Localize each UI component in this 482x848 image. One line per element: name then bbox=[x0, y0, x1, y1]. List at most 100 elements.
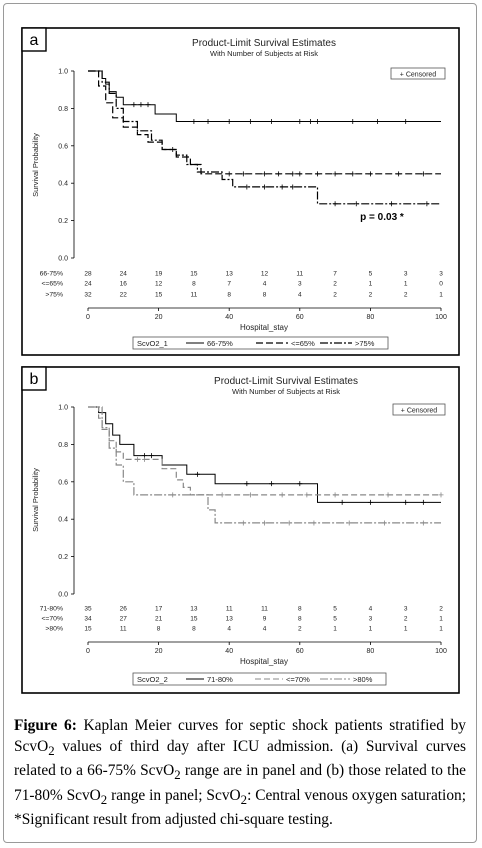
panel-a-series-3-censor-mark bbox=[389, 201, 395, 207]
panel-b-risk-cell: 35 bbox=[84, 606, 92, 613]
caption-figure-label: Figure 6: bbox=[14, 717, 77, 734]
panel-a-series-2-censor-mark bbox=[350, 171, 356, 177]
caption-line-3-sub: 2 bbox=[174, 768, 181, 783]
panel-a-risk-cell: 24 bbox=[120, 271, 128, 278]
panel-a-series-1-censor-mark bbox=[145, 102, 151, 108]
panel-a-risk-cell: 3 bbox=[404, 271, 408, 278]
panel-b-censored-legend: + Censored bbox=[401, 408, 437, 415]
panel-b-risk-cell: 8 bbox=[192, 626, 196, 633]
panel-a-y-tick-label: 0.2 bbox=[58, 218, 68, 225]
panel-b-x-tick-label: 100 bbox=[435, 648, 447, 655]
panel-a-series-1-censor-mark bbox=[138, 102, 144, 108]
panel-a-censored-legend-box bbox=[390, 67, 446, 80]
panel-b-risk-cell: 1 bbox=[404, 626, 408, 633]
panel-b-series-3-curve bbox=[88, 406, 441, 524]
panel-a-series-2-censor-mark bbox=[332, 171, 338, 177]
panel-a-series-1-censor-mark bbox=[297, 118, 303, 124]
panel-a-series-3-censor-mark bbox=[244, 184, 250, 190]
panel-a-x-tick-label: 80 bbox=[367, 314, 375, 321]
panel-b-risk-cell: 1 bbox=[369, 626, 373, 633]
figure-frame bbox=[3, 3, 477, 843]
panel-b-xlabel: Hospital_stay bbox=[240, 657, 288, 666]
panel-b-series-3-censor-mark bbox=[346, 520, 352, 526]
caption-line-2-pre: ScvO bbox=[14, 737, 49, 755]
panel-a-series-2-curve bbox=[88, 70, 441, 175]
panel-b-series-1-censor-mark bbox=[149, 453, 155, 459]
panel-a-risk-cell: 12 bbox=[261, 271, 269, 278]
panel-b-y-tick-label: 0.0 bbox=[58, 592, 68, 599]
panel-b-risk-cell: 1 bbox=[439, 626, 443, 633]
panel-a-series-1-censor-mark bbox=[314, 118, 320, 124]
panel-a-risk-cell: 8 bbox=[227, 292, 231, 299]
panel-b-title: Product-Limit Survival Estimates bbox=[214, 376, 358, 387]
panel-b-ylabel: Survival Probability bbox=[31, 468, 40, 532]
panel-b-risk-cell: 4 bbox=[263, 626, 267, 633]
panel-b-series-1-censor-mark bbox=[420, 499, 426, 505]
panel-b-series-1-curve bbox=[88, 406, 441, 503]
panel-a-series-1-censor-mark bbox=[307, 118, 313, 124]
panel-a-series-1-censor-mark bbox=[269, 118, 275, 124]
panel-a-risk-cell: 1 bbox=[369, 281, 373, 288]
panel-a-risk-cell: 15 bbox=[155, 292, 163, 299]
panel-a-risk-cell: 12 bbox=[155, 281, 163, 288]
caption-line-5: saturation; *Significant result from adj… bbox=[14, 786, 466, 829]
panel-b-risk-cell: 27 bbox=[120, 616, 128, 623]
figure-canvas: a Product-Limit Survival Estimates With … bbox=[21, 27, 460, 694]
panel-b-risk-cell: 2 bbox=[404, 616, 408, 623]
panel-b-series-2-censor-mark bbox=[279, 492, 285, 498]
panel-a-risk-cell: 15 bbox=[190, 271, 198, 278]
panel-b-series-3-censor-mark bbox=[240, 520, 246, 526]
panel-b-risk-cell: 4 bbox=[227, 626, 231, 633]
panel-a-risk-cell: 3 bbox=[298, 281, 302, 288]
panel-a-subtitle: With Number of Subjects at Risk bbox=[210, 49, 318, 58]
panel-a-risk-cell: 2 bbox=[404, 292, 408, 299]
panel-b-series-1-censor-mark bbox=[297, 481, 303, 487]
panel-a-series-2-censor-mark bbox=[226, 171, 232, 177]
panel-a-xlabel: Hospital_stay bbox=[240, 323, 288, 332]
panel-b-x-tick-label: 20 bbox=[155, 648, 163, 655]
panel-b-y-tick-label: 0.8 bbox=[58, 442, 68, 449]
panel-a-risk-cell: 7 bbox=[333, 271, 337, 278]
panel-b-x-tick-label: 0 bbox=[86, 648, 90, 655]
panel-a-series-3-censor-mark bbox=[290, 184, 296, 190]
panel-a-series-3-censor-mark bbox=[353, 201, 359, 207]
panel-a-risk-cell: 7 bbox=[227, 281, 231, 288]
panel-b-series-2-censor-mark bbox=[134, 456, 140, 462]
panel-b-series-3-censor-mark bbox=[262, 520, 267, 526]
panel-a-series-3-censor-mark bbox=[279, 184, 285, 190]
panel-b-y-tick-label: 0.2 bbox=[58, 554, 68, 561]
panel-a-series-1-curve bbox=[88, 70, 441, 122]
panel-b-risk-cell: 11 bbox=[226, 606, 233, 613]
panel-a-series-1-censor-mark bbox=[226, 118, 232, 124]
panel-a-legend-label-1: 66-75% bbox=[207, 339, 233, 348]
panel-a-risk-cell: 8 bbox=[192, 281, 196, 288]
caption-line-4-sub: 2 bbox=[100, 792, 108, 807]
panel-b-series-2-censor-mark bbox=[332, 492, 338, 498]
panel-a-y-tick-label: 0.6 bbox=[58, 143, 68, 150]
panel-a-y-tick-label: 0.0 bbox=[58, 256, 68, 263]
panel-b-legend-label-3: >80% bbox=[353, 675, 373, 684]
panel-b-risk-cell: 26 bbox=[120, 606, 128, 613]
panel-a-p-value: p = 0.03 * bbox=[360, 212, 404, 223]
panel-a-risk-cell: 13 bbox=[226, 271, 234, 278]
panel-a-y-tick-label: 0.8 bbox=[58, 106, 68, 113]
panel-a-series-2-censor-mark bbox=[276, 171, 282, 177]
caption-line-4-post: : Central venous oxygen bbox=[247, 786, 398, 804]
panel-b-subtitle: With Number of Subjects at Risk bbox=[232, 387, 340, 396]
panel-b-series-2-censor-mark bbox=[219, 492, 225, 498]
panel-a-series-1-censor-mark bbox=[191, 118, 197, 124]
panel-a-risk-cell: 0 bbox=[439, 281, 443, 288]
panel-a-risk-cell: 28 bbox=[84, 271, 92, 278]
panel-b-series-2-censor-mark bbox=[385, 492, 391, 498]
panel-b-risk-cell: 8 bbox=[298, 616, 302, 623]
panel-b-series-3-censor-mark bbox=[286, 520, 292, 526]
panel-b-series-3-censor-mark bbox=[170, 492, 176, 498]
panel-b-risk-cell: 5 bbox=[333, 616, 337, 623]
panel-b-risk-cell: 3 bbox=[404, 606, 408, 613]
panel-a-series-2-censor-mark bbox=[262, 171, 267, 177]
panel-b-risk-cell: 1 bbox=[333, 626, 337, 633]
panel-b-series-3-censor-mark bbox=[382, 520, 388, 526]
panel-a-y-tick-label: 0.4 bbox=[58, 181, 68, 188]
panel-b-risk-cell: 15 bbox=[84, 626, 92, 633]
panel-a-series-2-censor-mark bbox=[240, 171, 246, 177]
